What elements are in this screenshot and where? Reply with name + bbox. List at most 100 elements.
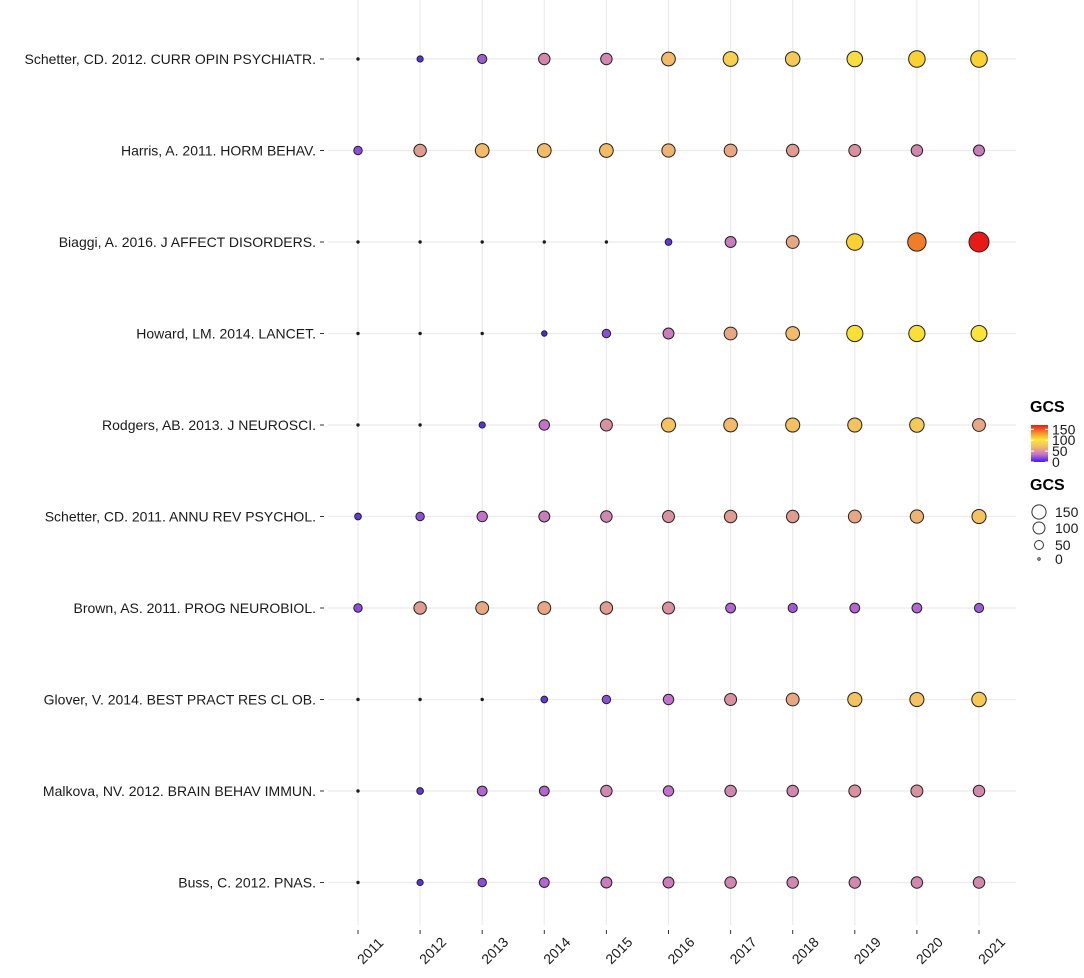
data-point: [662, 693, 675, 706]
data-point: [477, 53, 488, 65]
data-point: [724, 784, 737, 798]
data-point: [970, 325, 988, 342]
color-tick-label: 50: [1052, 443, 1068, 459]
data-point: [536, 143, 552, 158]
size-legend-ring: [1037, 557, 1041, 561]
data-point: [600, 510, 613, 523]
data-point: [786, 876, 799, 889]
data-point: [723, 509, 738, 524]
size-legend-label: 150: [1055, 504, 1079, 520]
data-point: [418, 423, 422, 427]
data-point: [725, 602, 736, 614]
data-point: [542, 240, 546, 244]
year-label: 2017: [726, 934, 759, 967]
color-legend-title: GCS: [1030, 399, 1065, 416]
data-point: [600, 784, 613, 798]
data-point: [910, 876, 924, 889]
data-point: [413, 143, 427, 158]
row-label: Howard, LM. 2014. LANCET.: [136, 326, 316, 342]
data-point: [970, 50, 988, 68]
data-point: [661, 143, 676, 158]
data-point: [909, 691, 925, 708]
row-label: Buss, C. 2012. PNAS.: [178, 875, 316, 891]
data-point: [475, 601, 490, 615]
size-legend-label: 0: [1055, 551, 1063, 567]
data-point: [660, 417, 677, 433]
year-label: 2018: [789, 934, 822, 967]
year-label: 2021: [975, 934, 1008, 967]
size-legend-ring: [1034, 540, 1044, 550]
size-legend-label: 50: [1055, 537, 1071, 553]
data-point: [353, 603, 363, 613]
data-point: [724, 876, 737, 889]
data-point: [973, 602, 985, 614]
data-point: [971, 691, 987, 708]
data-point: [847, 417, 863, 433]
data-point: [968, 231, 990, 253]
size-legend-label: 100: [1055, 520, 1079, 536]
data-point: [785, 326, 801, 341]
row-label: Brown, AS. 2011. PROG NEUROBIOL.: [74, 600, 317, 616]
data-point: [356, 57, 360, 61]
data-point: [723, 326, 738, 341]
data-point: [662, 785, 675, 797]
data-point: [356, 240, 360, 244]
year-label: 2016: [664, 934, 697, 967]
data-point: [907, 232, 927, 252]
data-point: [971, 508, 987, 525]
data-point: [972, 784, 986, 798]
data-point: [356, 789, 360, 793]
data-point: [848, 876, 862, 889]
data-point: [476, 510, 488, 523]
data-point: [910, 784, 924, 798]
data-point: [724, 693, 738, 706]
data-point: [909, 509, 925, 524]
data-point: [785, 509, 800, 524]
data-point: [354, 512, 362, 521]
data-point: [478, 421, 486, 429]
data-point: [356, 697, 360, 702]
data-point: [848, 144, 862, 157]
data-point: [416, 55, 424, 63]
data-point: [600, 52, 613, 66]
size-legend-ring: [1031, 504, 1047, 520]
dot-layer: [353, 50, 990, 889]
data-point: [356, 880, 360, 885]
data-point: [785, 417, 801, 433]
year-label: 2012: [416, 934, 449, 967]
data-point: [662, 876, 675, 889]
data-point: [601, 694, 612, 705]
row-label: Biaggi, A. 2016. J AFFECT DISORDERS.: [59, 234, 316, 250]
year-label: 2013: [478, 934, 511, 967]
data-point: [418, 697, 422, 702]
data-point: [786, 784, 799, 798]
data-point: [662, 510, 675, 523]
data-point: [847, 691, 863, 708]
data-point: [973, 144, 985, 157]
data-point: [785, 692, 800, 707]
data-point: [353, 145, 363, 156]
year-label: 2011: [354, 934, 387, 967]
data-point: [356, 331, 360, 336]
row-labels: Schetter, CD. 2012. CURR OPIN PSYCHIATR.…: [25, 51, 324, 891]
data-point: [911, 602, 923, 614]
data-point: [846, 233, 864, 251]
data-point: [599, 143, 614, 158]
data-point: [664, 238, 673, 246]
data-point: [413, 601, 427, 615]
data-point: [972, 418, 986, 432]
data-point: [846, 324, 864, 343]
data-point: [538, 419, 550, 431]
data-point: [661, 51, 676, 67]
data-point: [908, 50, 926, 68]
data-point: [480, 331, 484, 336]
data-point: [418, 240, 422, 244]
data-point: [846, 50, 864, 68]
data-point: [541, 330, 548, 337]
data-point: [477, 877, 487, 888]
data-point: [723, 417, 738, 433]
